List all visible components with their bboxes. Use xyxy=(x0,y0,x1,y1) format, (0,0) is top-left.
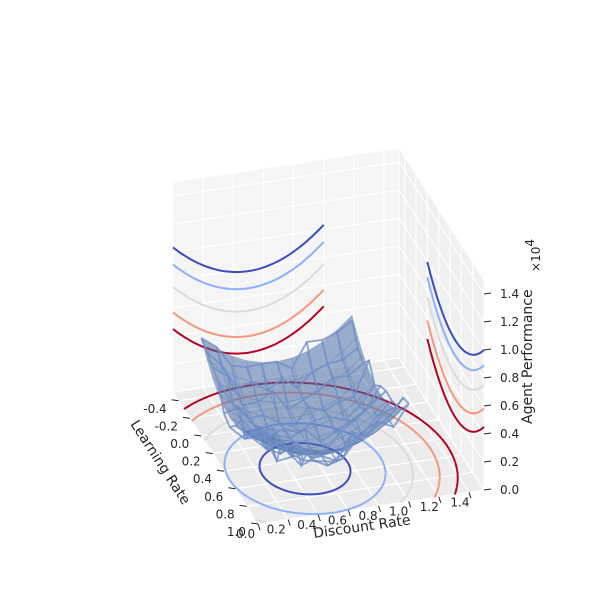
wire-col xyxy=(305,341,365,453)
z-tick-label: 0.6 xyxy=(500,399,519,413)
back-wall-contours xyxy=(172,224,325,355)
z-tick-label: 1.0 xyxy=(500,343,519,357)
right-wall-contours xyxy=(426,261,485,433)
z-multiplier-base: ×10 xyxy=(529,247,543,272)
z-tick-label: 1.2 xyxy=(500,315,519,329)
x-tick-mark xyxy=(347,510,351,517)
grid-line-z xyxy=(172,273,485,407)
x-tick-label: 1.0 xyxy=(389,504,408,518)
y-tick-mark xyxy=(182,416,191,419)
z-multiplier-exponent: 4 xyxy=(523,239,537,247)
x-tick-mark xyxy=(287,519,291,526)
right-wall-contour xyxy=(426,296,485,391)
axis-ticks: 0.0 0.2 0.4 0.6 0.8 1.0 1.2 1.4 -0.4 -0.2 0.0 0.2 0.… xyxy=(143,287,519,541)
wire-col xyxy=(336,332,395,428)
y-tick-mark xyxy=(194,434,202,437)
y-tick-label: 0.8 xyxy=(216,507,235,521)
grid-line-z xyxy=(172,161,485,295)
x-tick-mark xyxy=(408,501,412,508)
back-wall-contour xyxy=(172,289,325,338)
wire-col xyxy=(245,366,305,461)
wire-col xyxy=(230,365,289,465)
x-tick-label: 0.8 xyxy=(359,509,378,523)
back-wall-contour xyxy=(172,241,325,291)
x-tick-mark xyxy=(468,492,472,499)
wire-col xyxy=(275,361,334,467)
y-tick-label: 0.0 xyxy=(170,437,189,451)
wire-col xyxy=(321,339,380,438)
z-tick-mark xyxy=(483,320,492,323)
z-tick-mark xyxy=(483,432,492,435)
wire-col xyxy=(200,337,259,439)
z-tick-mark xyxy=(483,488,492,491)
y-tick-label: -0.2 xyxy=(155,419,178,433)
z-tick-label: 0.8 xyxy=(500,371,519,385)
z-tick-label: 1.4 xyxy=(500,287,519,301)
x-tick-mark xyxy=(378,505,382,513)
y-tick-label: 0.4 xyxy=(193,472,212,486)
y-tick-label: 1.0 xyxy=(227,525,246,539)
wire-col xyxy=(260,363,319,469)
z-tick-mark xyxy=(483,404,492,407)
x-tick-label: 0.0 xyxy=(236,527,255,541)
right-wall-contour xyxy=(426,338,485,433)
x-tick-label: 0.4 xyxy=(297,518,316,532)
right-wall-contour xyxy=(426,277,485,372)
grid-line-z xyxy=(172,217,485,351)
z-tick-mark xyxy=(483,460,492,463)
y-tick-mark xyxy=(239,504,247,507)
y-tick-mark xyxy=(250,522,259,525)
y-tick-mark xyxy=(205,452,213,455)
z-tick-label: 0.4 xyxy=(500,427,519,441)
z-tick-mark xyxy=(483,376,492,379)
z-tick-mark xyxy=(483,292,492,295)
y-tick-mark xyxy=(216,469,225,472)
x-tick-label: 0.6 xyxy=(328,513,347,527)
z-tick-mark xyxy=(483,348,492,351)
grid-line-z xyxy=(172,189,485,323)
surface-patch xyxy=(357,430,379,444)
right-wall-contour xyxy=(426,320,485,415)
x-tick-mark xyxy=(257,523,261,531)
x-tick-mark xyxy=(317,514,321,522)
y-tick-label: -0.4 xyxy=(143,402,166,416)
x-tick-label: 0.2 xyxy=(267,522,286,536)
right-wall-contour xyxy=(426,261,485,356)
z-axis-multiplier: ×104 xyxy=(523,239,543,272)
x-tick-mark xyxy=(438,496,442,503)
x-tick-label: 1.4 xyxy=(450,495,469,509)
wire-col xyxy=(351,320,410,408)
grid-line-z xyxy=(172,245,485,379)
grid-line-z xyxy=(172,301,485,435)
z-tick-label: 0.2 xyxy=(500,455,519,469)
x-tick-label: 1.2 xyxy=(420,500,439,514)
wire-col xyxy=(215,346,274,454)
wireframe-mesh xyxy=(200,320,410,469)
wire-col xyxy=(290,368,350,463)
back-wall-contour xyxy=(172,305,325,355)
y-tick-label: 0.6 xyxy=(204,490,223,504)
z-tick-label: 0.0 xyxy=(500,483,519,497)
y-tick-label: 0.2 xyxy=(182,455,201,469)
y-tick-mark xyxy=(228,487,236,490)
y-tick-mark xyxy=(171,399,179,402)
back-wall-contour xyxy=(172,263,325,313)
z-axis-label: Agent Performance xyxy=(520,289,536,424)
back-wall-contour xyxy=(172,224,325,273)
